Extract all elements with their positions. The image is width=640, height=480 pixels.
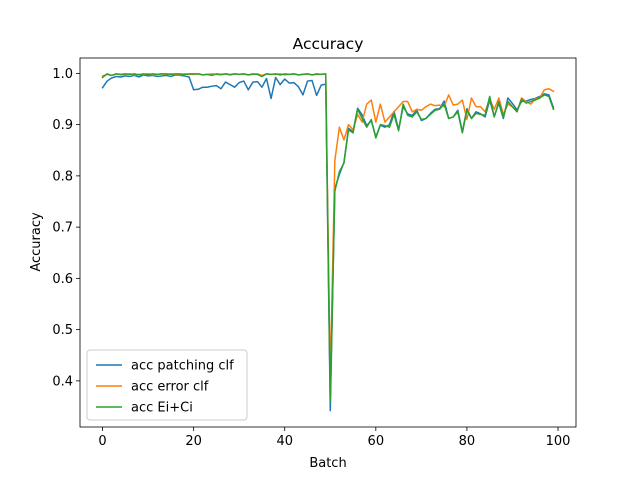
x-tick-label: 40 xyxy=(276,434,293,449)
legend-label-2: acc error clf xyxy=(131,380,209,395)
y-axis-label: Accuracy xyxy=(29,212,44,272)
y-tick-label: 0.7 xyxy=(52,221,73,236)
y-tick-label: 0.9 xyxy=(52,118,73,133)
x-axis: 0 20 40 60 80 100 xyxy=(98,427,570,449)
chart-title: Accuracy xyxy=(293,35,364,53)
y-tick-label: 1.0 xyxy=(52,67,73,82)
x-tick-label: 100 xyxy=(546,434,571,449)
legend-label-3: acc Ei+Ci xyxy=(131,401,193,416)
y-tick-label: 0.5 xyxy=(52,323,73,338)
x-tick-label: 60 xyxy=(368,434,385,449)
x-tick-label: 0 xyxy=(98,434,106,449)
x-tick-label: 80 xyxy=(459,434,476,449)
x-axis-label: Batch xyxy=(309,456,346,471)
plot-area xyxy=(79,57,577,428)
legend-box xyxy=(86,349,248,421)
x-tick-label: 20 xyxy=(185,434,202,449)
y-tick-label: 0.8 xyxy=(52,169,73,184)
legend-label-1: acc patching clf xyxy=(131,359,234,374)
y-tick-label: 0.4 xyxy=(52,374,73,389)
plot-frame xyxy=(79,57,577,428)
series-line-3 xyxy=(101,73,555,403)
y-tick-label: 0.6 xyxy=(52,272,73,287)
y-axis: 0.4 0.5 0.6 0.7 0.8 0.9 1.0 xyxy=(52,67,80,389)
series-layer xyxy=(101,73,555,412)
legend: acc patching clf acc error clf acc Ei+Ci xyxy=(86,349,248,421)
